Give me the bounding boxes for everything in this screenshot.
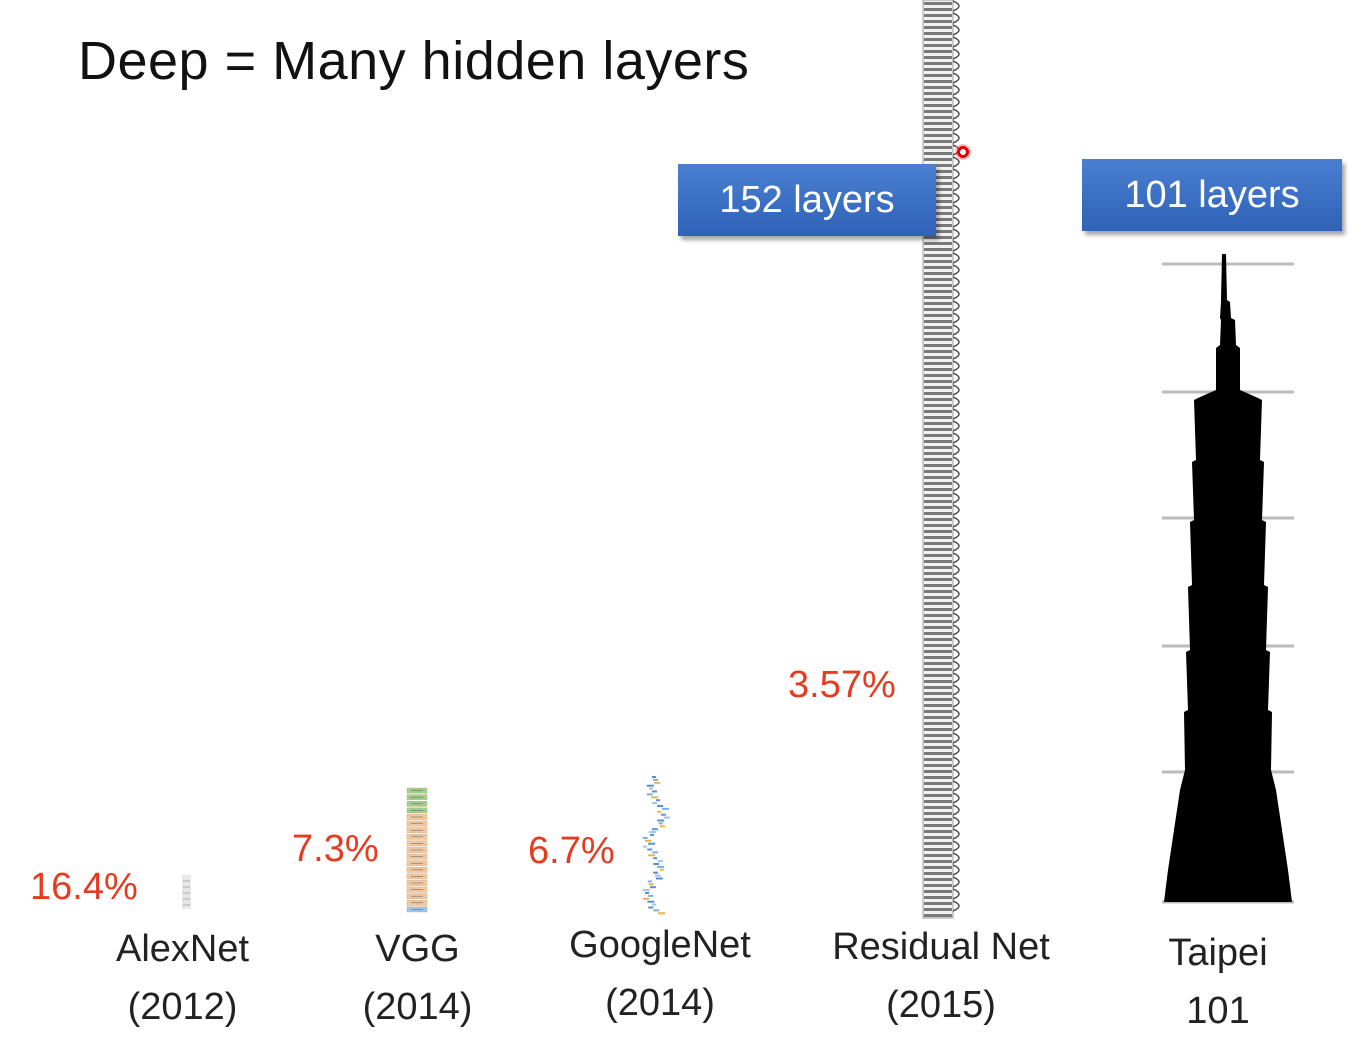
googlenet-thumbnail [642,776,670,915]
alexnet-year: (2012) [127,986,238,1028]
resnet-layers-badge: 152 layers [678,164,936,236]
taipei-year: 101 [1186,990,1250,1032]
googlenet-name: GoogleNet [569,924,751,966]
vgg-label: VGG (2014) [330,920,505,1036]
resnet-name: Residual Net [832,926,1050,968]
resnet-layer-stack [922,0,960,919]
alexnet-error-rate: 16.4% [30,866,138,908]
alexnet-name: AlexNet [115,928,250,970]
taipei-layers-badge: 101 layers [1082,159,1342,231]
taipei-name: Taipei [1168,932,1268,974]
alexnet-thumbnail [182,875,191,909]
resnet-year: (2015) [886,984,996,1026]
alexnet-label: AlexNet (2012) [80,920,285,1036]
vgg-name: VGG [375,928,460,970]
googlenet-label: GoogleNet (2014) [545,916,775,1032]
resnet-label: Residual Net (2015) [810,918,1072,1034]
resnet-error-rate: 3.57% [788,664,896,706]
pointer-cursor [955,144,971,160]
vgg-year: (2014) [362,986,473,1028]
vgg-error-rate: 7.3% [292,828,379,870]
vgg-thumbnail [406,787,428,913]
googlenet-year: (2014) [605,982,715,1024]
taipei-label: Taipei 101 [1140,924,1296,1040]
slide-title: Deep = Many hidden layers [78,31,750,91]
googlenet-error-rate: 6.7% [528,830,615,872]
taipei-101-silhouette [1162,254,1294,910]
